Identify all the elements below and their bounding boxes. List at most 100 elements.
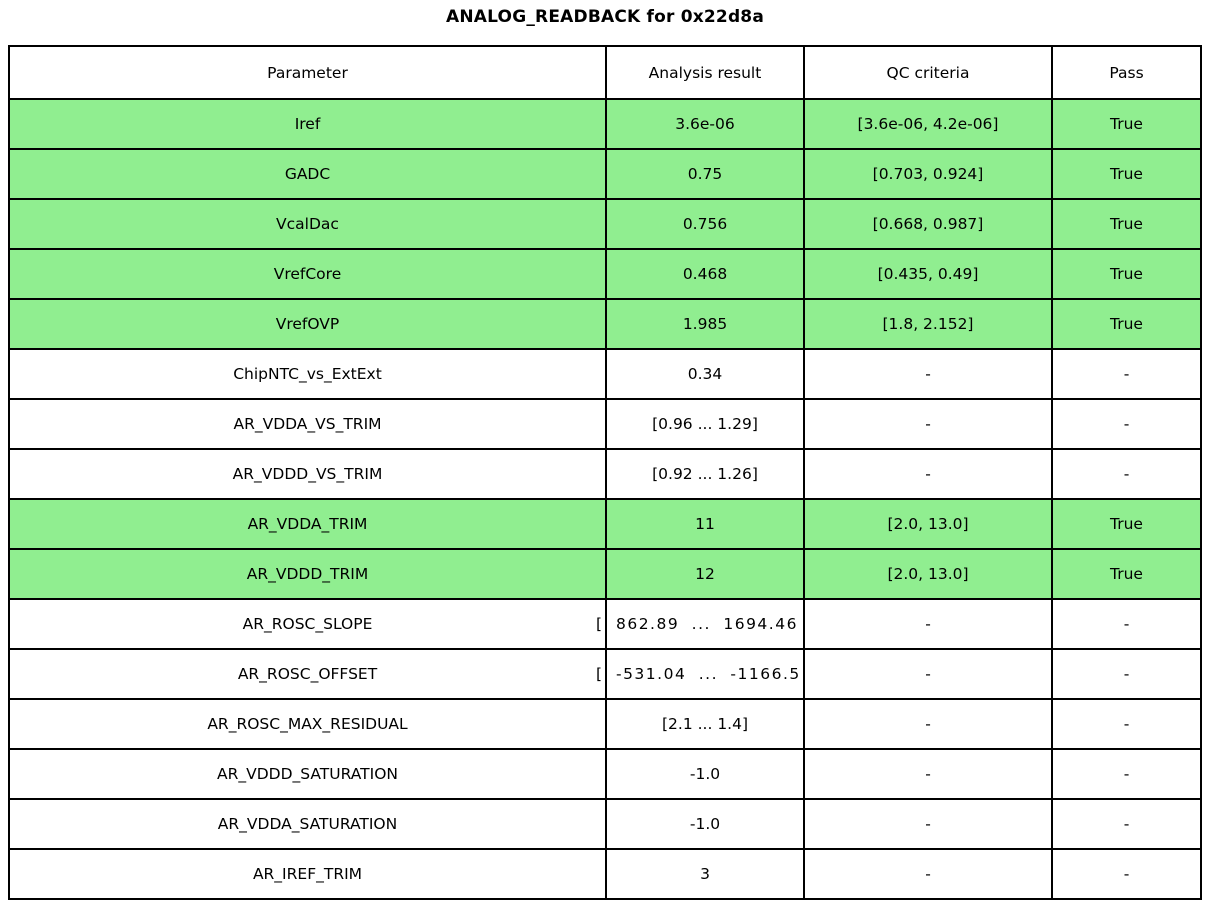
analysis-result-value: -1.0 <box>689 815 721 833</box>
qc-criteria-cell: [1.8, 2.152] <box>803 298 1053 350</box>
table-row: VcalDac 0.756 [0.668, 0.987] True <box>8 198 1202 250</box>
pass-cell: - <box>1051 448 1202 500</box>
analysis-result-value: 11 <box>695 515 715 533</box>
parameter-cell: AR_ROSC_SLOPE <box>8 598 607 650</box>
table-row: AR_IREF_TRIM 3 - - <box>8 848 1202 900</box>
pass-cell: - <box>1051 798 1202 850</box>
header-row: Parameter Analysis result QC criteria Pa… <box>8 45 1202 100</box>
column-header-pass: Pass <box>1051 45 1202 100</box>
qc-criteria-cell: - <box>803 798 1053 850</box>
qc-criteria-cell: - <box>803 398 1053 450</box>
table-body: Iref 3.6e-06 [3.6e-06, 4.2e-06] True GAD… <box>8 98 1202 900</box>
qc-criteria-cell: - <box>803 448 1053 500</box>
parameter-cell: AR_VDDD_TRIM <box>8 548 607 600</box>
analysis-result-cell: 3.6e-06 <box>605 98 805 150</box>
analysis-result-value: 0.756 <box>682 215 728 233</box>
parameter-cell: Iref <box>8 98 607 150</box>
parameter-cell: AR_VDDD_SATURATION <box>8 748 607 800</box>
table-row: AR_VDDD_VS_TRIM [0.92 ... 1.26] - - <box>8 448 1202 500</box>
analysis-result-value: [0.92 ... 1.26] <box>652 465 758 483</box>
parameter-cell: AR_VDDD_VS_TRIM <box>8 448 607 500</box>
parameter-cell: AR_ROSC_OFFSET <box>8 648 607 700</box>
analysis-result-cell: 0.468 <box>605 248 805 300</box>
analysis-result-value: 3 <box>700 865 710 883</box>
analysis-result-cell: -1.0 <box>605 798 805 850</box>
analysis-result-cell: 12 <box>605 548 805 600</box>
qc-criteria-cell: [2.0, 13.0] <box>803 548 1053 600</box>
table-row: AR_ROSC_MAX_RESIDUAL [2.1 ... 1.4] - - <box>8 698 1202 750</box>
qc-criteria-cell: [0.703, 0.924] <box>803 148 1053 200</box>
qc-criteria-cell: - <box>803 598 1053 650</box>
parameter-cell: AR_VDDA_VS_TRIM <box>8 398 607 450</box>
analysis-result-cell: [2.1 ... 1.4] <box>605 698 805 750</box>
qc-criteria-cell: [3.6e-06, 4.2e-06] <box>803 98 1053 150</box>
qc-criteria-cell: - <box>803 748 1053 800</box>
analysis-result-value: 0.34 <box>687 365 723 383</box>
analysis-result-cell: [0.92 ... 1.26] <box>605 448 805 500</box>
table-row: AR_VDDA_TRIM 11 [2.0, 13.0] True <box>8 498 1202 550</box>
parameter-cell: VcalDac <box>8 198 607 250</box>
pass-cell: - <box>1051 398 1202 450</box>
pass-cell: True <box>1051 248 1202 300</box>
table-row: AR_VDDA_SATURATION -1.0 - - <box>8 798 1202 850</box>
parameter-cell: AR_ROSC_MAX_RESIDUAL <box>8 698 607 750</box>
pass-cell: True <box>1051 498 1202 550</box>
pass-cell: - <box>1051 848 1202 900</box>
pass-cell: - <box>1051 698 1202 750</box>
analysis-result-cell: [ 862.89 ... 1694.46 <box>596 598 805 650</box>
analysis-result-value: 1.985 <box>682 315 728 333</box>
analysis-result-value: [ 862.89 ... 1694.46 <box>596 615 798 633</box>
table-row: AR_ROSC_OFFSET [ -531.04 ... -1166.5 - - <box>8 648 1202 700</box>
table-row: VrefOVP 1.985 [1.8, 2.152] True <box>8 298 1202 350</box>
analysis-result-cell: 0.34 <box>605 348 805 400</box>
column-header-qc-criteria: QC criteria <box>803 45 1053 100</box>
pass-cell: True <box>1051 298 1202 350</box>
parameter-cell: VrefOVP <box>8 298 607 350</box>
analysis-result-cell: [ -531.04 ... -1166.5 <box>596 648 805 700</box>
pass-cell: True <box>1051 548 1202 600</box>
parameter-cell: AR_VDDA_TRIM <box>8 498 607 550</box>
analysis-result-cell: 0.756 <box>605 198 805 250</box>
table-row: AR_VDDD_SATURATION -1.0 - - <box>8 748 1202 800</box>
parameter-cell: ChipNTC_vs_ExtExt <box>8 348 607 400</box>
analysis-result-cell: 1.985 <box>605 298 805 350</box>
table-header: Parameter Analysis result QC criteria Pa… <box>8 45 1202 100</box>
qc-criteria-cell: - <box>803 348 1053 400</box>
pass-cell: True <box>1051 148 1202 200</box>
parameter-cell: VrefCore <box>8 248 607 300</box>
analysis-result-value: 0.75 <box>687 165 723 183</box>
qc-criteria-cell: [2.0, 13.0] <box>803 498 1053 550</box>
qc-criteria-cell: - <box>803 698 1053 750</box>
analysis-result-value: [ -531.04 ... -1166.5 <box>596 665 801 683</box>
pass-cell: - <box>1051 598 1202 650</box>
analysis-result-value: -1.0 <box>689 765 721 783</box>
table-row: Iref 3.6e-06 [3.6e-06, 4.2e-06] True <box>8 98 1202 150</box>
analog-readback-table: Parameter Analysis result QC criteria Pa… <box>8 45 1202 900</box>
page-title: ANALOG_READBACK for 0x22d8a <box>445 7 765 27</box>
table-row: AR_ROSC_SLOPE [ 862.89 ... 1694.46 - - <box>8 598 1202 650</box>
parameter-cell: AR_IREF_TRIM <box>8 848 607 900</box>
pass-cell: True <box>1051 198 1202 250</box>
pass-cell: True <box>1051 98 1202 150</box>
analysis-result-cell: 3 <box>605 848 805 900</box>
qc-criteria-cell: - <box>803 848 1053 900</box>
analysis-result-value: 3.6e-06 <box>675 115 735 133</box>
analysis-result-cell: [0.96 ... 1.29] <box>605 398 805 450</box>
parameter-cell: GADC <box>8 148 607 200</box>
analysis-result-value: [0.96 ... 1.29] <box>652 415 758 433</box>
table-row: AR_VDDD_TRIM 12 [2.0, 13.0] True <box>8 548 1202 600</box>
analysis-result-value: 0.468 <box>682 265 728 283</box>
analysis-result-value: 12 <box>695 565 715 583</box>
table-row: AR_VDDA_VS_TRIM [0.96 ... 1.29] - - <box>8 398 1202 450</box>
table-row: ChipNTC_vs_ExtExt 0.34 - - <box>8 348 1202 400</box>
pass-cell: - <box>1051 648 1202 700</box>
analysis-result-cell: -1.0 <box>605 748 805 800</box>
analysis-result-cell: 11 <box>605 498 805 550</box>
qc-criteria-cell: - <box>803 648 1053 700</box>
table-row: VrefCore 0.468 [0.435, 0.49] True <box>8 248 1202 300</box>
analysis-result-value: [2.1 ... 1.4] <box>661 715 749 733</box>
pass-cell: - <box>1051 748 1202 800</box>
parameter-cell: AR_VDDA_SATURATION <box>8 798 607 850</box>
table-row: GADC 0.75 [0.703, 0.924] True <box>8 148 1202 200</box>
column-header-analysis-result: Analysis result <box>605 45 805 100</box>
